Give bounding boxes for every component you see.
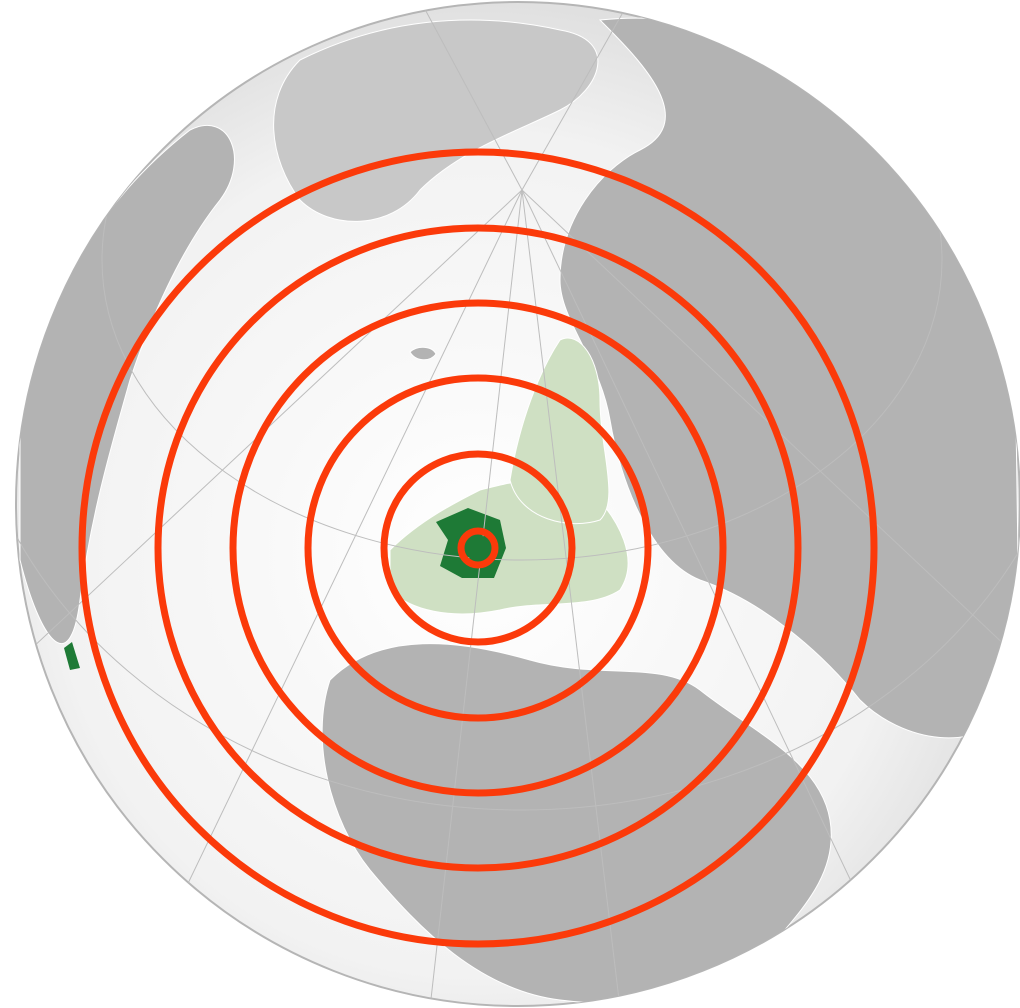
french-guiana	[64, 642, 80, 670]
ring	[304, 374, 652, 722]
center-dot	[467, 536, 495, 564]
ring	[457, 527, 499, 569]
distance-rings	[78, 148, 878, 948]
ring	[229, 299, 727, 797]
ring	[154, 224, 802, 872]
ring	[380, 450, 576, 646]
ring	[78, 148, 878, 948]
